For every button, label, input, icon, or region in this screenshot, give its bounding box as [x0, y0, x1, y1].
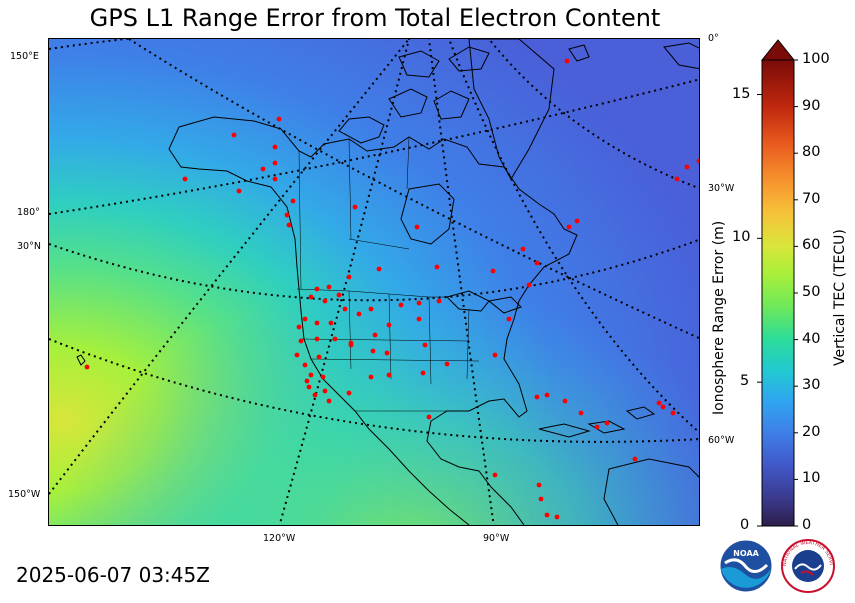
label-90w: 90°W — [483, 533, 510, 544]
label-150e: 150°E — [10, 51, 39, 62]
label-30w: 30°W — [708, 183, 735, 194]
range-error-tick-label: 0 — [740, 517, 750, 533]
label-120w: 120°W — [263, 533, 296, 544]
tec-tick-label: 100 — [802, 51, 830, 67]
noaa-logo: NOAA — [719, 539, 773, 593]
tec-map-canvas — [49, 39, 699, 525]
chart-title: GPS L1 Range Error from Total Electron C… — [89, 4, 661, 32]
tec-tick-label: 0 — [802, 517, 812, 533]
tec-tick-label: 20 — [802, 423, 821, 440]
label-150w: 150°W — [8, 489, 41, 500]
graticule — [49, 39, 699, 525]
tec-field-south — [49, 39, 699, 525]
label-180: 180° — [17, 207, 40, 218]
borders — [296, 136, 480, 412]
tec-tick-label: 50 — [802, 284, 821, 300]
tec-tick-label: 10 — [802, 470, 821, 487]
colorbar — [757, 39, 798, 527]
tec-map — [48, 38, 700, 526]
noaa-logo-text: NOAA — [733, 549, 759, 558]
label-0: 0° — [708, 33, 719, 44]
label-30n: 30°N — [17, 241, 41, 252]
range-error-axis-label: Ionosphere Range Error (m) — [711, 220, 727, 415]
colorbar-extend-arrow — [760, 39, 796, 61]
tec-tick-label: 30 — [802, 377, 821, 394]
range-error-tick-label: 15 — [732, 85, 751, 102]
label-60w: 60°W — [708, 435, 735, 446]
tec-tick-label: 90 — [802, 97, 821, 114]
tec-tick-label: 80 — [802, 144, 821, 161]
timestamp: 2025-06-07 03:45Z — [16, 563, 210, 587]
tec-axis-label: Vertical TEC (TECU) — [832, 229, 848, 366]
tec-tick-label: 70 — [802, 190, 821, 207]
gps-stations — [84, 58, 699, 520]
nws-logo: NATIONAL WEATHER SERVICE — [781, 539, 835, 593]
range-error-tick-label: 10 — [732, 229, 751, 246]
colorbar-gradient — [761, 59, 795, 527]
tec-tick-label: 40 — [802, 330, 821, 347]
range-error-tick-label: 5 — [740, 373, 750, 390]
tec-tick-label: 60 — [802, 237, 821, 254]
